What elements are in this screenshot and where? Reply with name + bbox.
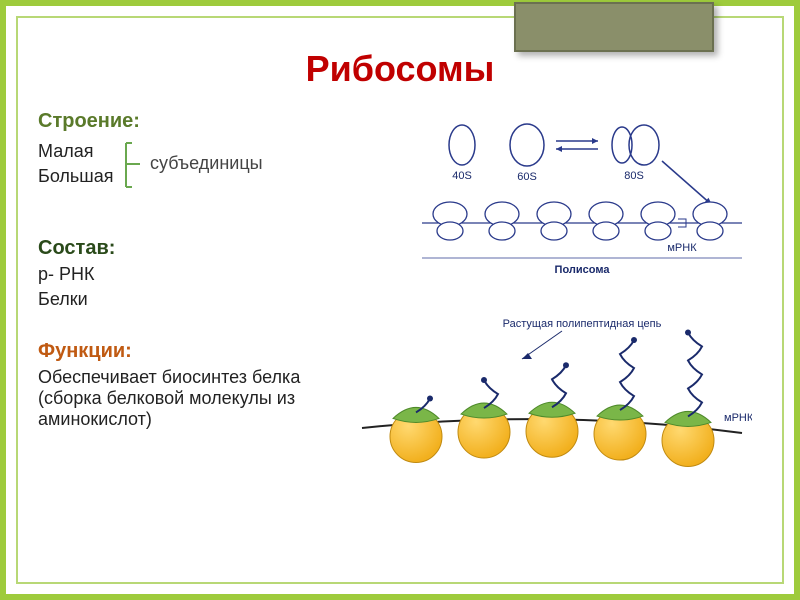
svg-text:60S: 60S bbox=[517, 171, 537, 183]
composition-protein: Белки bbox=[38, 289, 762, 310]
slide-inner: Рибосомы Строение: Малая Большая субъеди… bbox=[16, 16, 784, 584]
function-text: Обеспечивает биосинтез белка (сборка бел… bbox=[38, 367, 338, 430]
svg-text:мРНК: мРНК bbox=[724, 412, 752, 424]
diagram-subunits-polysome: 40S 60S 80S мРНК Полисома bbox=[412, 113, 752, 288]
diagram-polypeptide: Растущая полипептидная цепь мРНК bbox=[352, 313, 752, 483]
corner-decor-box bbox=[514, 2, 714, 52]
subunit-label: субъединицы bbox=[150, 153, 263, 174]
svg-text:Полисома: Полисома bbox=[555, 264, 611, 276]
page-title: Рибосомы bbox=[18, 48, 782, 90]
svg-text:Растущая полипептидная цепь: Растущая полипептидная цепь bbox=[503, 318, 662, 330]
subunit-bracket bbox=[124, 141, 142, 189]
svg-text:40S: 40S bbox=[452, 170, 472, 182]
svg-text:80S: 80S bbox=[624, 170, 644, 182]
svg-text:мРНК: мРНК bbox=[667, 242, 697, 254]
slide-outer: Рибосомы Строение: Малая Большая субъеди… bbox=[0, 0, 800, 600]
